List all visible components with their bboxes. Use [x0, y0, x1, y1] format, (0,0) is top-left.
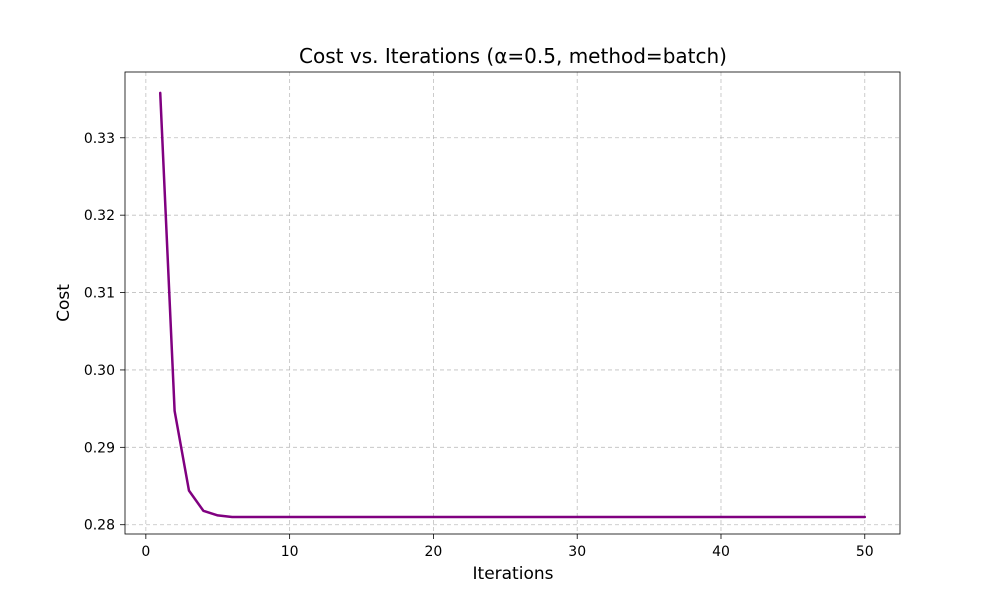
x-tick-label: 40 [712, 544, 730, 560]
x-tick-label: 30 [568, 544, 586, 560]
series-layer [158, 91, 867, 519]
grid [125, 72, 900, 534]
y-tick-label: 0.29 [84, 440, 115, 456]
y-tick-label: 0.33 [84, 131, 115, 147]
y-tick-label: 0.28 [84, 518, 115, 534]
x-tick-label: 50 [856, 544, 874, 560]
y-axis: 0.28 0.29 0.30 0.31 0.32 0.33 [84, 131, 125, 534]
x-axis-label: Iterations [473, 564, 554, 584]
chart-title: Cost vs. Iterations (α=0.5, method=batch… [299, 44, 727, 68]
x-axis: 0 10 20 30 40 50 [141, 534, 874, 560]
cost-series-line [158, 91, 867, 519]
y-tick-label: 0.30 [84, 363, 115, 379]
plot-frame [124, 71, 901, 535]
y-axis-label: Cost [54, 284, 74, 322]
y-tick-label: 0.32 [84, 208, 115, 224]
y-tick-label: 0.31 [84, 286, 115, 302]
x-tick-label: 0 [141, 544, 150, 560]
x-tick-label: 10 [281, 544, 299, 560]
x-tick-label: 20 [425, 544, 443, 560]
